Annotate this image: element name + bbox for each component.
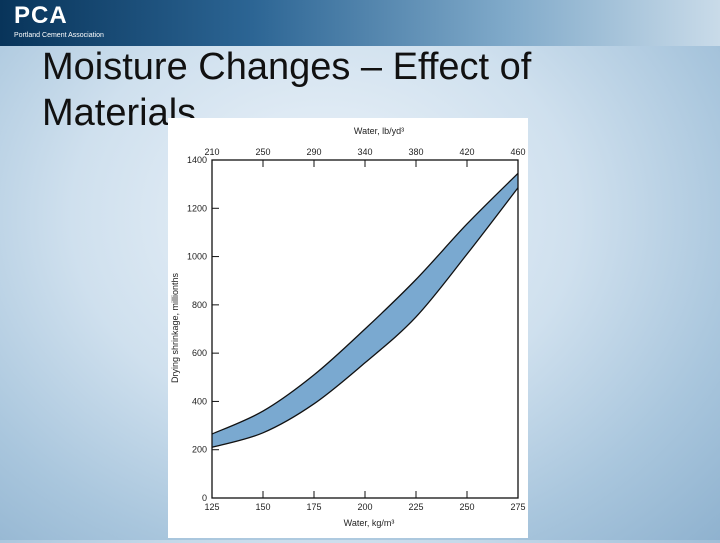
pca-logo: PCA Portland Cement Association xyxy=(14,3,104,40)
x-tick-label: 150 xyxy=(255,502,270,512)
band-layer xyxy=(211,172,519,448)
y-tick-label: 200 xyxy=(192,445,207,455)
band-upper-line xyxy=(211,172,519,435)
shrinkage-band xyxy=(212,173,518,448)
y-tick-label: 400 xyxy=(192,396,207,406)
slide-title: Moisture Changes – Effect of Materials xyxy=(42,46,532,134)
logo-subtitle: Portland Cement Association xyxy=(14,32,104,39)
y-tick-label: 1000 xyxy=(187,252,207,262)
x-tick-label: 200 xyxy=(357,502,372,512)
y-tick-label: 800 xyxy=(192,300,207,310)
x2-tick-label: 250 xyxy=(255,147,270,157)
axes-layer: 0 200 400 600 800 1000 1200 1400 125 150 175 200 225… xyxy=(187,147,526,512)
logo-mark: PCA xyxy=(14,2,68,29)
chart-panel: 0 200 400 600 800 1000 1200 1400 125 150 175 200 225… xyxy=(168,118,528,538)
x-tick-label: 275 xyxy=(510,502,525,512)
y-tick-label: 1200 xyxy=(187,203,207,213)
x-tick-label: 225 xyxy=(408,502,423,512)
x-tick-label: 125 xyxy=(204,502,219,512)
shrinkage-chart: 0 200 400 600 800 1000 1200 1400 125 150 175 200 225… xyxy=(170,126,526,528)
x2-tick-label: 380 xyxy=(408,147,423,157)
x2-tick-label: 290 xyxy=(306,147,321,157)
x2-tick-label: 460 xyxy=(510,147,525,157)
header-band xyxy=(0,0,720,46)
x2-tick-label: 210 xyxy=(204,147,219,157)
x2-tick-label: 340 xyxy=(357,147,372,157)
x2-tick-label: 420 xyxy=(459,147,474,157)
x-tick-label: 175 xyxy=(306,502,321,512)
y-tick-label: 1400 xyxy=(187,155,207,165)
y-tick-label: 0 xyxy=(202,493,207,503)
x-tick-label: 250 xyxy=(459,502,474,512)
y-axis-label: Drying shrinkage, millionths xyxy=(170,272,180,383)
bottom-axis-label: Water, kg/m³ xyxy=(344,518,395,528)
top-axis-label: Water, lb/yd³ xyxy=(354,126,404,136)
y-tick-label: 600 xyxy=(192,348,207,358)
band-lower-line xyxy=(211,187,519,448)
